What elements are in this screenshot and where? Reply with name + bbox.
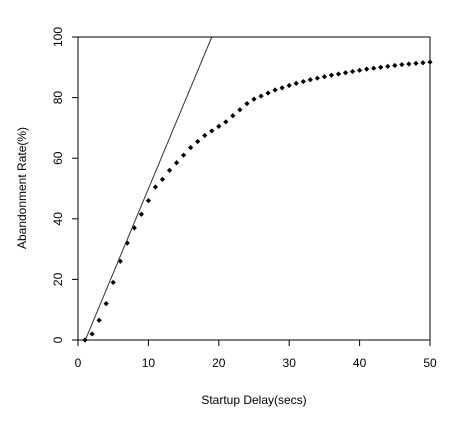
x-tick-label: 40 [353,356,367,370]
data-point [279,85,285,91]
fit-line [84,37,213,340]
data-point [251,96,257,102]
y-axis-label: Abandonment Rate(%) [15,127,29,249]
data-point [399,61,405,68]
y-tick-label: 40 [51,212,65,226]
y-tick-label: 100 [51,27,65,47]
data-point [166,167,173,173]
data-point [328,72,335,78]
data-point [300,78,306,85]
y-tick-label: 20 [51,272,65,286]
data-point [117,258,123,264]
data-point [293,80,299,86]
data-point [265,90,271,96]
data-point [195,138,201,145]
plot-frame [77,36,431,341]
data-point [272,87,278,93]
data-point [181,152,187,158]
data-point [103,301,109,307]
y-tick-label: 0 [51,336,65,343]
data-point [406,61,412,67]
data-point [96,317,102,323]
data-point [378,64,384,70]
data-point [89,331,95,337]
x-axis-label: Startup Delay(secs) [201,393,306,407]
axes-layer: 0 10 20 30 40 50 0 20 40 60 80 100 [51,27,437,370]
data-point [413,60,419,66]
data-point [159,176,166,183]
data-point [349,68,356,75]
y-tick-label: 60 [51,151,65,165]
x-tick-label: 10 [142,356,156,370]
data-point [110,279,116,286]
data-point [342,70,349,76]
data-point [307,77,313,83]
data-point [223,119,229,125]
x-tick-label: 30 [283,356,297,370]
data-point [209,128,215,134]
data-point [392,62,398,69]
data-point [237,107,243,113]
data-point [152,184,159,190]
data-point [371,65,377,71]
data-point [173,160,180,166]
data-point [216,123,222,129]
data-point [364,66,370,72]
data-point [385,63,391,69]
y-tick-label: 80 [51,91,65,105]
data-point [321,74,327,80]
data-point [138,211,144,217]
data-point [420,60,426,66]
x-tick-label: 50 [423,356,437,370]
data-point [357,67,363,73]
x-tick-label: 0 [75,356,82,370]
x-tick-label: 20 [212,356,226,370]
data-point [145,198,151,204]
data-point [286,82,292,89]
data-point [258,93,264,99]
data-point [188,144,194,151]
data-point [335,71,342,77]
data-point [230,113,236,119]
data-point [244,101,250,107]
data-point [314,75,320,81]
data-point [202,132,208,139]
